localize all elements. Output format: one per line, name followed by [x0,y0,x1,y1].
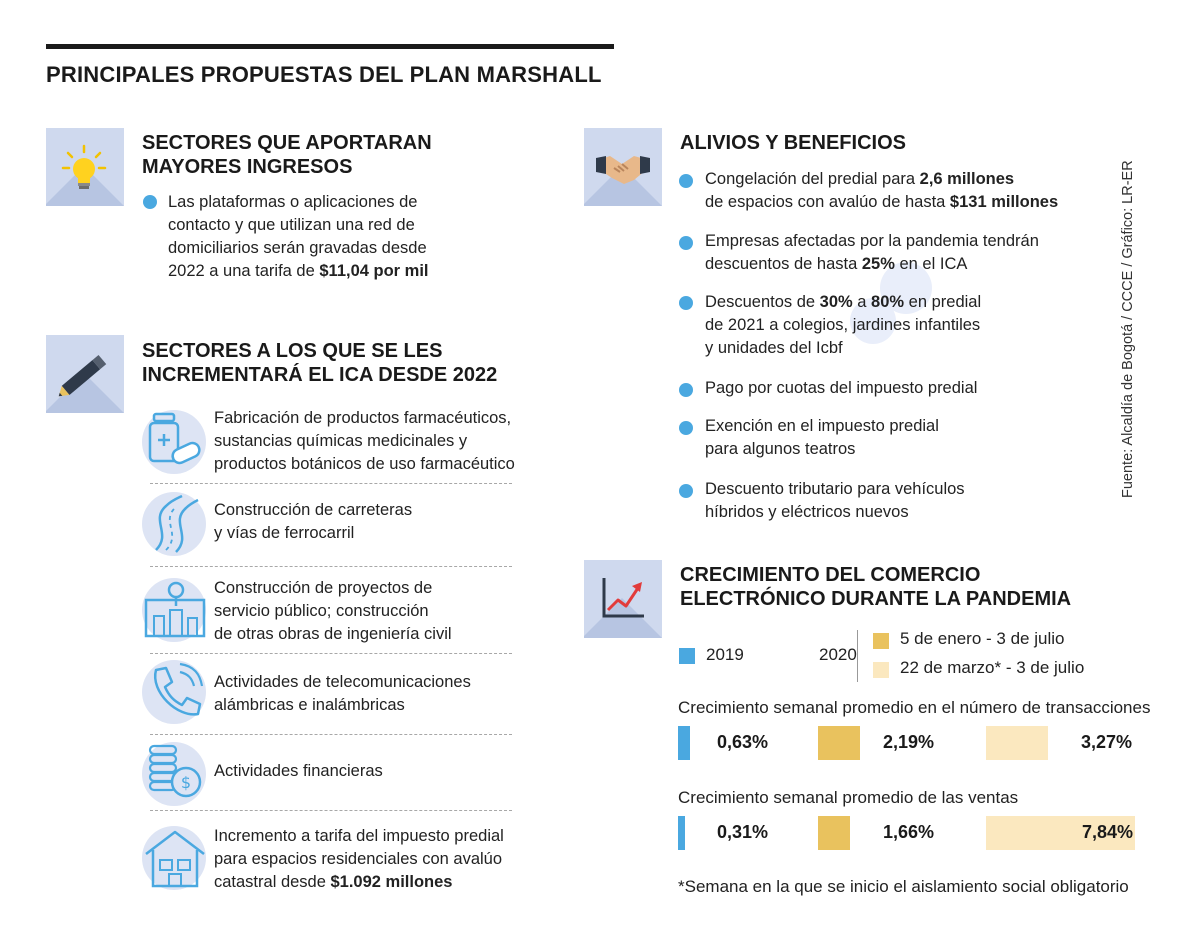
ica-item-1: Fabricación de productos farmacéuticos, … [214,409,515,473]
ica-item-2: Construcción de carreteras y vías de fer… [214,501,413,542]
legend-label-2019: 2019 [706,645,744,664]
alivio-item-2: Empresas afectadas por la pandemia tendr… [705,232,1039,273]
growth-chart-icon [602,578,644,618]
bar-value-label: 2,19% [882,732,934,752]
bar-value-label: 1,66% [882,822,934,842]
section-title-alivios: ALIVIOS Y BENEFICIOS [680,132,906,154]
bar-group-ventas: 0,31% 1,66% 7,84% [678,816,1138,850]
section-title-ica: SECTORES A LOS QUE SE LES INCREMENTARÁ E… [142,340,498,386]
phone-icon [153,662,204,716]
bar-value-label: 0,63% [716,732,768,752]
handshake-icon [596,156,650,184]
decor-circle [850,298,896,344]
ingresos-bullet-text: Las plataformas o aplicaciones de contac… [168,193,429,280]
alivio-item-3: Descuentos de 30% a 80% en predial de 20… [705,293,982,357]
title-rule [46,44,614,49]
legend-swatch-period-1 [873,633,889,649]
bullet-dot [679,174,693,188]
divider [150,653,512,654]
bar-ventas-0 [678,816,685,850]
bar-value-label: 0,31% [716,822,768,842]
bullet-dot [679,484,693,498]
legend-label-period-2: 22 de marzo* - 3 de julio [900,658,1085,677]
handshake-icon-box [584,128,662,206]
ica-item-3: Construcción de proyectos de servicio pú… [214,579,452,643]
category-label-ventas: Crecimiento semanal promedio de las vent… [678,788,1019,807]
bar-transacciones-1 [818,726,860,760]
legend-label-period-1: 5 de enero - 3 de julio [900,629,1065,648]
divider [150,566,512,567]
legend-swatch-period-2 [873,662,889,678]
divider [150,483,512,484]
bullet-dot [679,421,693,435]
pencil-icon [58,354,107,397]
coins-icon: $ [148,744,202,798]
category-label-transacciones: Crecimiento semanal promedio en el númer… [678,698,1151,717]
bar-value-label: 7,84% [1081,822,1133,842]
alivio-item-4: Pago por cuotas del impuesto predial [705,379,978,397]
bullet-dot [679,296,693,310]
footnote: *Semana en la que se inicio el aislamien… [678,877,1129,896]
bar-transacciones-0 [678,726,690,760]
section-title-comercio: CRECIMIENTO DEL COMERCIO ELECTRÓNICO DUR… [680,564,1072,610]
road-icon [155,494,199,553]
bullet-dot [679,383,693,397]
alivio-item-1: Congelación del predial para 2,6 millone… [705,170,1059,211]
svg-text:$: $ [181,773,191,792]
bar-group-transacciones: 0,63% 2,19% 3,27% [678,726,1138,760]
lightbulb-icon [61,144,107,189]
bullet-dot [143,195,157,209]
section-title-ingresos: SECTORES QUE APORTARAN MAYORES INGRESOS [142,132,432,178]
bullet-dot [679,236,693,250]
ica-item-4: Actividades de telecomunicaciones alámbr… [214,673,471,714]
legend-swatch-2019 [679,648,695,664]
page-title: PRINCIPALES PROPUESTAS DEL PLAN MARSHALL [46,62,602,87]
source-note: Fuente: Alcaldía de Bogotá / CCCE / Gráf… [1120,160,1136,498]
medicine-icon [148,412,201,465]
pencil-icon-box [46,335,124,413]
legend-bracket [857,630,858,682]
house-icon [145,830,205,888]
legend-label-2020: 2020 [819,645,857,664]
divider [150,734,512,735]
ica-item-6: Incremento a tarifa del impuesto predial… [214,827,504,891]
lightbulb-icon-box [46,128,124,206]
alivio-item-6: Descuento tributario para vehículos híbr… [705,480,965,521]
bar-ventas-1 [818,816,850,850]
divider [150,810,512,811]
bar-transacciones-2 [986,726,1048,760]
bar-ventas-2 [986,816,1135,850]
city-map-icon [144,581,206,638]
bar-value-label: 3,27% [1080,732,1132,752]
growth-chart-icon-box [584,560,662,638]
alivio-item-5: Exención en el impuesto predial para alg… [705,417,939,458]
ica-item-5: Actividades financieras [214,762,383,780]
